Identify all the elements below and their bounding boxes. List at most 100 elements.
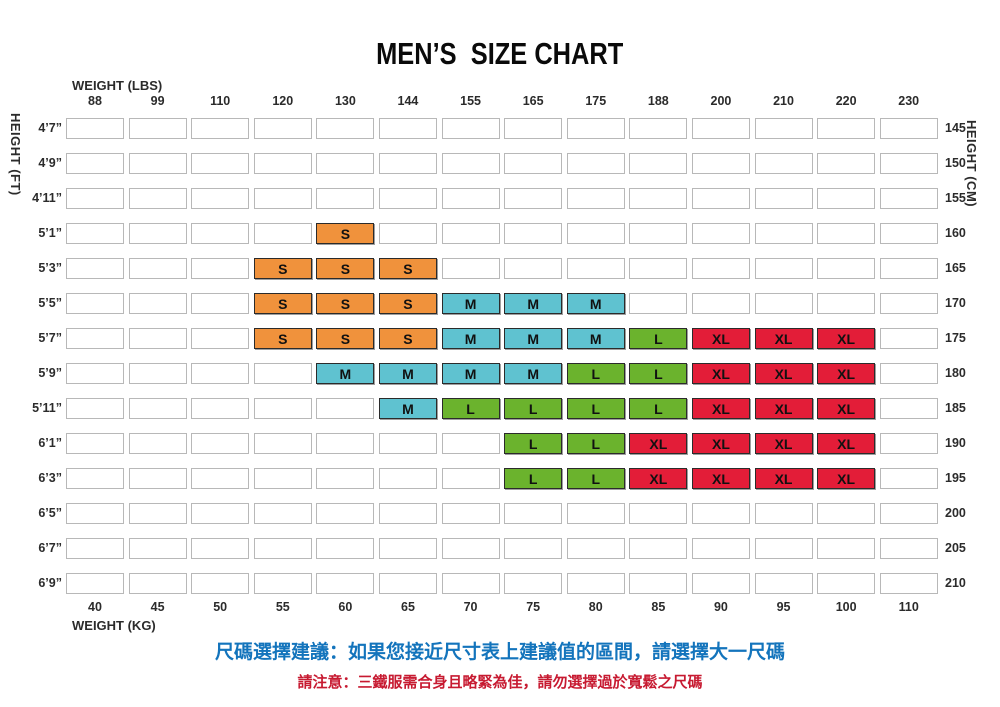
size-cell-m: M <box>504 293 563 314</box>
size-cell-s: S <box>378 328 437 349</box>
kg-tick: 75 <box>526 600 541 614</box>
kg-tick: 50 <box>213 600 228 614</box>
empty-cell <box>128 293 187 314</box>
size-cell-xl: XL <box>817 328 876 349</box>
ft-tick: 6’5” <box>38 506 62 520</box>
empty-cell <box>629 258 688 279</box>
ft-tick: 6’9” <box>38 576 62 590</box>
empty-cell <box>253 433 312 454</box>
cm-tick: 150 <box>945 156 966 170</box>
empty-cell <box>629 538 688 559</box>
height-ft-tick-column: 4’7” 4’9” 4’11” 5’1” 5’3” 5’5” 5’7” 5’9” 5’11” 6’… <box>0 118 62 594</box>
empty-cell <box>128 433 187 454</box>
size-cell-xl: XL <box>691 468 750 489</box>
height-cm-axis-label: HEIGHT (CM) <box>964 120 979 208</box>
empty-cell <box>66 363 124 384</box>
empty-cell <box>566 188 625 209</box>
empty-cell <box>504 538 563 559</box>
empty-cell <box>691 538 750 559</box>
empty-cell <box>691 293 750 314</box>
size-cell-xl: XL <box>754 363 813 384</box>
empty-cell <box>879 188 938 209</box>
empty-cell <box>441 223 500 244</box>
empty-cell <box>253 363 312 384</box>
size-cell-xl: XL <box>754 328 813 349</box>
empty-cell <box>316 398 375 419</box>
size-cell-xl: XL <box>754 433 813 454</box>
empty-cell <box>441 153 500 174</box>
size-cell-xl: XL <box>691 328 750 349</box>
empty-cell <box>378 433 437 454</box>
empty-cell <box>253 188 312 209</box>
empty-cell <box>566 503 625 524</box>
empty-cell <box>191 223 250 244</box>
lbs-tick: 188 <box>647 94 669 108</box>
empty-cell <box>66 328 124 349</box>
page-title: MEN’S SIZE CHART <box>376 36 624 71</box>
empty-cell <box>191 573 250 594</box>
ft-tick: 4’7” <box>38 121 62 135</box>
empty-cell <box>66 398 124 419</box>
empty-cell <box>754 293 813 314</box>
empty-cell <box>316 573 375 594</box>
empty-cell <box>629 153 688 174</box>
empty-cell <box>566 223 625 244</box>
size-cell-l: L <box>629 398 688 419</box>
kg-tick: 80 <box>588 600 603 614</box>
kg-tick: 90 <box>713 600 728 614</box>
empty-cell <box>691 153 750 174</box>
size-cell-xl: XL <box>817 433 876 454</box>
kg-tick: 70 <box>463 600 478 614</box>
ft-tick: 5’3” <box>38 261 62 275</box>
empty-cell <box>253 118 312 139</box>
size-cell-l: L <box>504 433 563 454</box>
ft-tick: 6’1” <box>38 436 62 450</box>
lbs-tick: 220 <box>835 94 857 108</box>
size-cell-l: L <box>566 433 625 454</box>
empty-cell <box>378 503 437 524</box>
size-cell-l: L <box>566 468 625 489</box>
size-cell-s: S <box>316 223 375 244</box>
empty-cell <box>66 223 124 244</box>
empty-cell <box>566 538 625 559</box>
ft-tick: 5’1” <box>38 226 62 240</box>
ft-tick: 6’7” <box>38 541 62 555</box>
lbs-tick: 130 <box>334 94 356 108</box>
empty-cell <box>191 538 250 559</box>
empty-cell <box>66 503 124 524</box>
ft-tick: 4’11” <box>32 191 62 205</box>
empty-cell <box>754 118 813 139</box>
empty-cell <box>441 468 500 489</box>
size-cell-m: M <box>441 363 500 384</box>
empty-cell <box>66 538 124 559</box>
empty-cell <box>253 398 312 419</box>
size-advice-note: 尺碼選擇建議：如果您接近尺寸表上建議值的區間，請選擇大一尺碼 <box>214 642 785 663</box>
size-cell-xl: XL <box>817 398 876 419</box>
empty-cell <box>128 398 187 419</box>
empty-cell <box>441 573 500 594</box>
empty-cell <box>316 118 375 139</box>
lbs-tick: 210 <box>773 94 794 108</box>
height-ft-axis-label: HEIGHT (FT) <box>8 113 23 196</box>
size-cell-l: L <box>566 363 625 384</box>
size-cell-m: M <box>504 328 563 349</box>
cm-tick: 185 <box>945 401 966 415</box>
empty-cell <box>191 503 250 524</box>
empty-cell <box>378 118 437 139</box>
empty-cell <box>817 258 876 279</box>
cm-tick: 165 <box>945 261 966 275</box>
empty-cell <box>754 573 813 594</box>
empty-cell <box>754 223 813 244</box>
cm-tick: 155 <box>945 191 966 205</box>
weight-kg-axis-label: WEIGHT (KG) <box>72 618 156 633</box>
empty-cell <box>191 433 250 454</box>
empty-cell <box>191 118 250 139</box>
empty-cell <box>378 573 437 594</box>
empty-cell <box>191 258 250 279</box>
size-cell-m: M <box>378 363 437 384</box>
empty-cell <box>378 538 437 559</box>
cm-tick: 190 <box>945 436 966 450</box>
size-cell-xl: XL <box>817 468 876 489</box>
empty-cell <box>691 223 750 244</box>
size-cell-m: M <box>441 293 500 314</box>
